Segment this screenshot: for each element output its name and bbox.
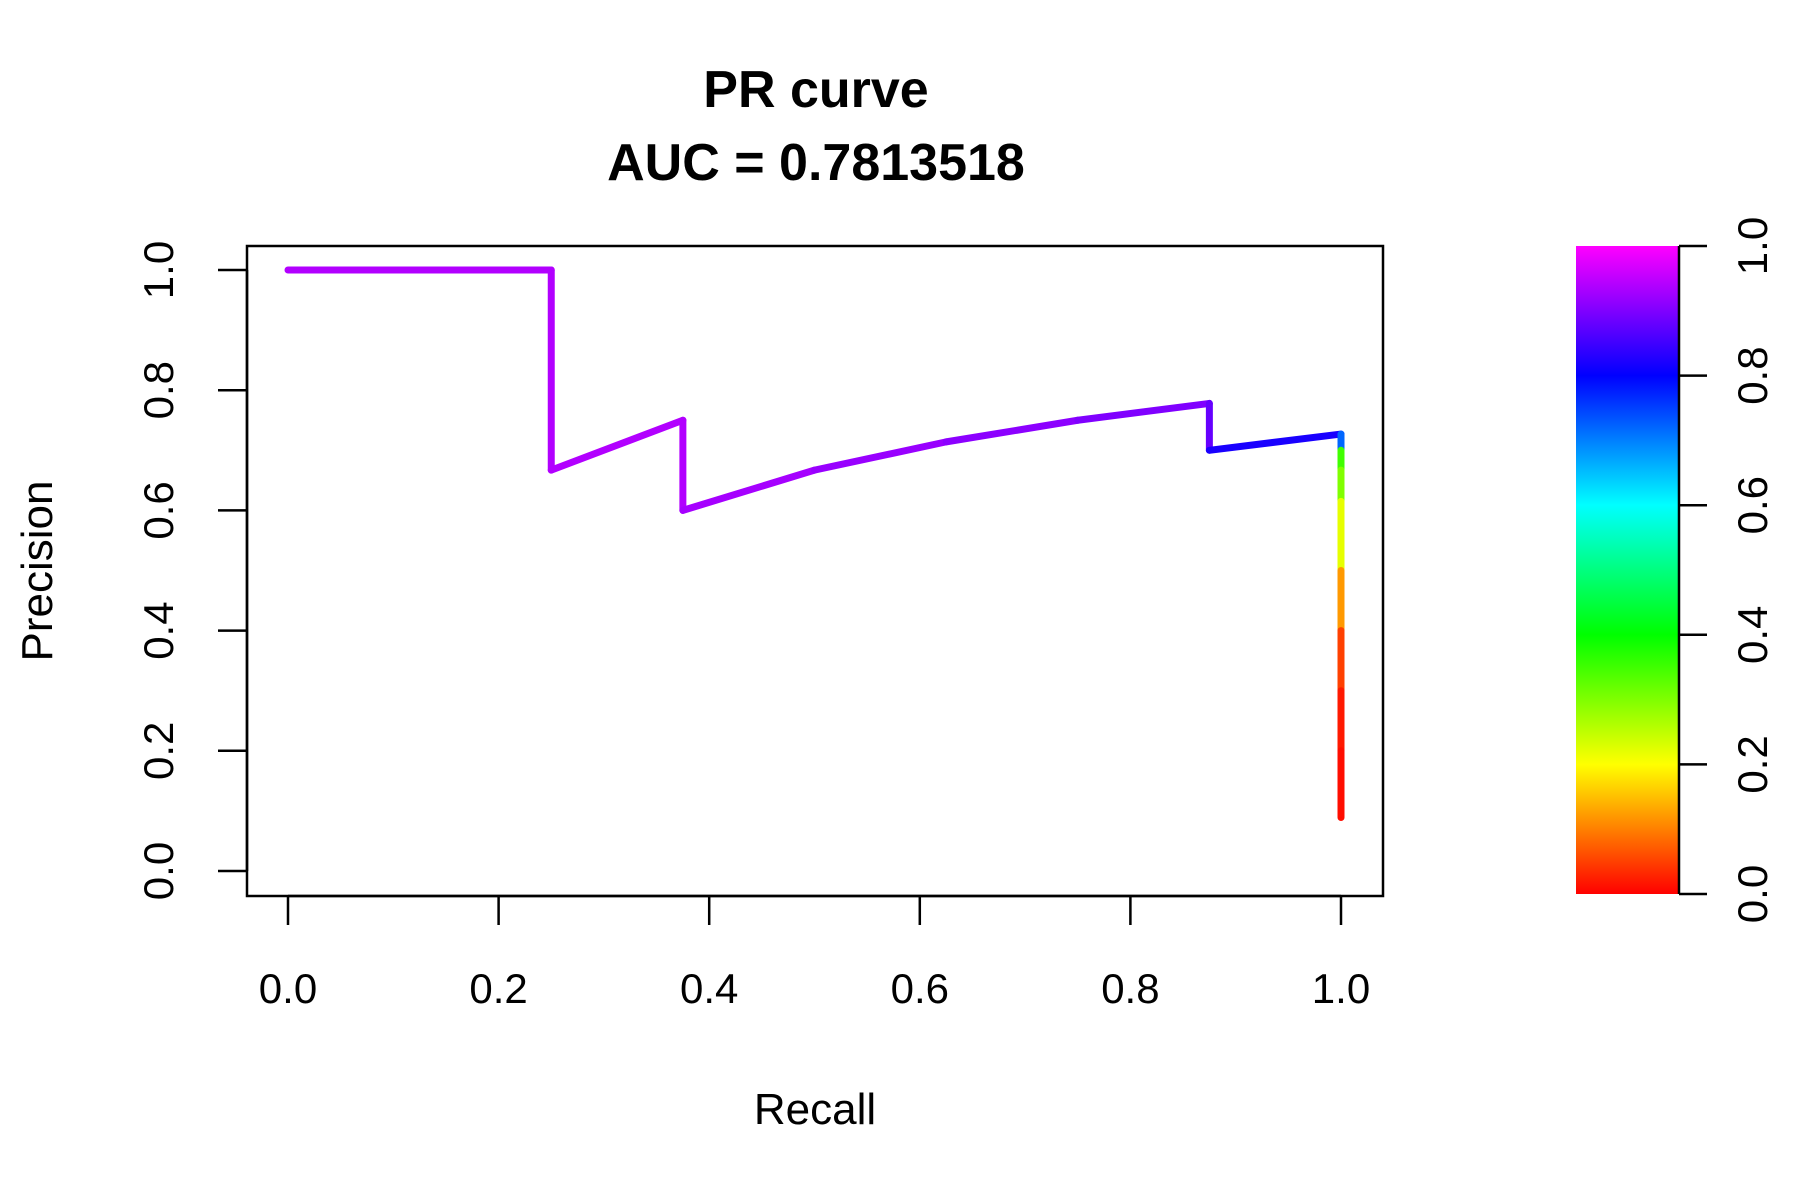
x-tick-label: 0.2	[469, 965, 527, 1012]
x-tick-label: 0.8	[1101, 965, 1159, 1012]
curve-segment	[1074, 399, 1213, 424]
y-tick-label: 0.0	[135, 842, 182, 900]
pr-curve-line	[284, 266, 1345, 822]
x-axis: 0.0 0.2 0.4 0.6 0.8 1.0	[259, 894, 1370, 1012]
curve-point	[1340, 750, 1342, 752]
curve-segment	[679, 466, 818, 514]
x-tick-label: 0.4	[680, 965, 738, 1012]
colorbar-tick-label: 0.4	[1729, 606, 1776, 664]
colorbar-axis: 0.0 0.2 0.4 0.6 0.8 1.0	[1679, 217, 1776, 923]
colorbar-tick-label: 0.2	[1729, 735, 1776, 793]
curve-point	[1340, 570, 1342, 571]
curve-point	[1208, 449, 1210, 451]
curve-point	[287, 269, 289, 271]
curve-point	[1340, 500, 1342, 502]
y-tick-label: 0.4	[135, 601, 182, 659]
colorbar-tick-label: 0.0	[1729, 865, 1776, 923]
curve-segment	[1205, 430, 1345, 454]
curve-point	[945, 441, 947, 443]
curve-point	[1340, 469, 1342, 471]
curve-point	[550, 469, 552, 471]
curve-point	[1340, 817, 1342, 819]
curve-segment	[547, 416, 687, 474]
curve-point	[419, 269, 421, 271]
plot-frame	[245, 244, 1385, 898]
curve-point	[1340, 449, 1342, 451]
chart-subtitle: AUC = 0.7813518	[607, 134, 1025, 192]
colorbar-tick-label: 0.8	[1729, 346, 1776, 404]
x-tick-label: 1.0	[1312, 965, 1370, 1012]
x-axis-label: Recall	[754, 1085, 876, 1134]
x-tick-label: 0.0	[259, 965, 317, 1012]
y-tick-label: 0.2	[135, 722, 182, 780]
chart-title: PR curve	[703, 61, 928, 119]
curve-point	[1340, 690, 1342, 692]
colorbar-tick-label: 0.6	[1729, 476, 1776, 534]
y-tick-label: 0.6	[135, 481, 182, 539]
curve-point	[1077, 419, 1079, 421]
y-tick-label: 1.0	[135, 241, 182, 299]
curve-point	[682, 509, 684, 511]
x-tick-label: 0.6	[891, 965, 949, 1012]
colorbar-tick-label: 1.0	[1729, 217, 1776, 275]
y-tick-label: 0.8	[135, 361, 182, 419]
curve-segment	[811, 438, 950, 474]
curve-point	[550, 269, 552, 271]
curve-segment	[942, 416, 1082, 446]
y-axis: 0.0 0.2 0.4 0.6 0.8 1.0	[135, 241, 249, 900]
curve-point	[1340, 433, 1342, 435]
colorbar	[1576, 246, 1679, 894]
y-axis-label: Precision	[13, 481, 62, 662]
curve-point	[1208, 402, 1210, 404]
curve-point	[682, 419, 684, 421]
curve-point	[1340, 630, 1342, 632]
curve-point	[814, 469, 815, 471]
